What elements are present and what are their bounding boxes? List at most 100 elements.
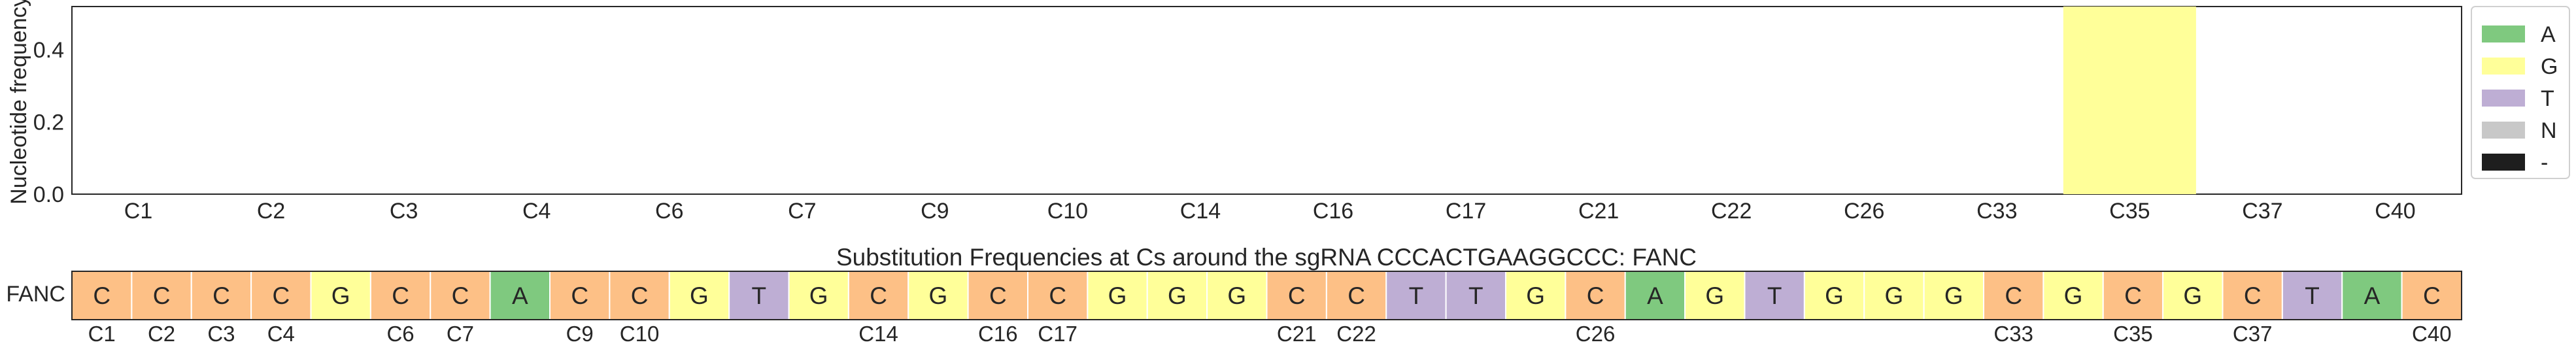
x-tick-label: C3	[390, 199, 418, 224]
legend-label: N	[2541, 118, 2557, 143]
sequence-cell	[2222, 271, 2283, 320]
sequence-row-label: FANC	[6, 282, 65, 307]
sequence-c-label: C16	[978, 322, 1018, 346]
sequence-cell	[1744, 271, 1805, 320]
sequence-c-label: C37	[2233, 322, 2273, 346]
sequence-c-label: C22	[1336, 322, 1376, 346]
sequence-cell	[1923, 271, 1984, 320]
sequence-base: G	[331, 282, 350, 309]
sequence-cell	[1445, 271, 1506, 320]
sequence-base: C	[1347, 282, 1365, 309]
sequence-base: T	[752, 282, 767, 309]
sequence-cell	[2341, 271, 2403, 320]
sequence-cell	[71, 271, 133, 320]
legend-label: -	[2541, 150, 2548, 175]
x-tick-label: C26	[1844, 199, 1884, 224]
sequence-base: T	[1468, 282, 1483, 309]
sequence-c-label: C10	[620, 322, 660, 346]
x-tick-label: C40	[2375, 199, 2415, 224]
sequence-c-label: C14	[858, 322, 898, 346]
x-tick-label: C1	[124, 199, 152, 224]
sequence-base: G	[929, 282, 948, 309]
x-tick-label: C16	[1313, 199, 1353, 224]
sequence-base: C	[870, 282, 887, 309]
legend-swatch	[2482, 58, 2525, 75]
sequence-cell	[250, 271, 312, 320]
sequence-c-label: C4	[267, 322, 295, 346]
frequency-bar-chart: 0.00.20.4 C1 C2 C3 C4 C6 C7 C9 C10 C14 C16 C17 C21 C…	[7, 0, 2462, 224]
sequence-c-label: C9	[566, 322, 594, 346]
y-tick-label: 0.2	[33, 110, 64, 135]
sequence-c-label: C2	[148, 322, 175, 346]
sequence-base: C	[631, 282, 649, 309]
sequence-base: G	[2183, 282, 2202, 309]
x-tick-label: C33	[1976, 199, 2017, 224]
y-tick-label: 0.0	[33, 182, 64, 207]
bar-C35-G	[2063, 7, 2196, 194]
sequence-c-label: C3	[207, 322, 235, 346]
y-axis-label: Nucleotide frequency	[7, 0, 31, 205]
sequence-base: C	[2423, 282, 2441, 309]
legend-label: G	[2541, 54, 2558, 79]
sequence-base: C	[571, 282, 588, 309]
legend-label: A	[2541, 22, 2556, 47]
sequence-base: A	[2364, 282, 2381, 309]
sequence-cell	[1206, 271, 1268, 320]
sequence-base: T	[2305, 282, 2320, 309]
legend-label: T	[2541, 86, 2554, 111]
sequence-cell	[131, 271, 192, 320]
x-tick-label: C14	[1180, 199, 1221, 224]
sequence-base: G	[1227, 282, 1246, 309]
sequence-base: C	[1049, 282, 1066, 309]
sequence-base: G	[1944, 282, 1963, 309]
x-tick-label: C6	[655, 199, 683, 224]
sequence-base: G	[1705, 282, 1724, 309]
legend-swatch	[2482, 25, 2525, 42]
sequence-base: G	[809, 282, 828, 309]
sequence-cell	[1505, 271, 1567, 320]
sequence-base: G	[1825, 282, 1844, 309]
y-axis: 0.0 0.2 0.4	[33, 38, 64, 207]
sequence-base: C	[452, 282, 469, 309]
sequence-c-label: C35	[2113, 322, 2153, 346]
x-tick-label: C37	[2242, 199, 2282, 224]
sequence-cell	[1863, 271, 1925, 320]
y-tick-label: 0.4	[33, 38, 64, 63]
sequence-base: C	[2124, 282, 2142, 309]
sequence-base: C	[153, 282, 171, 309]
sequence-base: G	[1526, 282, 1545, 309]
sequence-cell	[2042, 271, 2104, 320]
chart-title: Substitution Frequencies at Cs around th…	[836, 244, 1697, 271]
sequence-base: C	[212, 282, 230, 309]
x-tick-label: C22	[1711, 199, 1752, 224]
x-tick-label: C7	[788, 199, 816, 224]
sequence-base: C	[989, 282, 1007, 309]
sequence-c-label: C26	[1576, 322, 1616, 346]
sequence-c-label: C17	[1038, 322, 1077, 346]
sequence-cell	[1565, 271, 1626, 320]
x-tick-label: C17	[1446, 199, 1486, 224]
sequence-base: C	[272, 282, 290, 309]
sequence-base: C	[93, 282, 110, 309]
sequence-base: C	[1288, 282, 1306, 309]
sequence-base: T	[1409, 282, 1424, 309]
x-tick-label: C2	[257, 199, 285, 224]
legend-swatch	[2482, 154, 2525, 171]
sequence-base: G	[1108, 282, 1127, 309]
sequence-c-label: C33	[1993, 322, 2033, 346]
x-axis: C1 C2 C3 C4 C6 C7 C9 C10 C14 C16 C17 C21 C22 C26 C33 C3…	[124, 199, 2416, 224]
sequence-base: C	[392, 282, 409, 309]
sequence-base: A	[512, 282, 528, 309]
sequence-frame	[71, 271, 2462, 320]
sequence-cell	[310, 271, 371, 320]
sequence-base: T	[1767, 282, 1782, 309]
sequence-cell	[1325, 271, 1387, 320]
x-tick-label: C4	[522, 199, 551, 224]
sequence-c-label: C6	[386, 322, 414, 346]
sequence-c-label: C40	[2412, 322, 2452, 346]
sequence-base: C	[2005, 282, 2022, 309]
sequence-c-label: C7	[447, 322, 474, 346]
